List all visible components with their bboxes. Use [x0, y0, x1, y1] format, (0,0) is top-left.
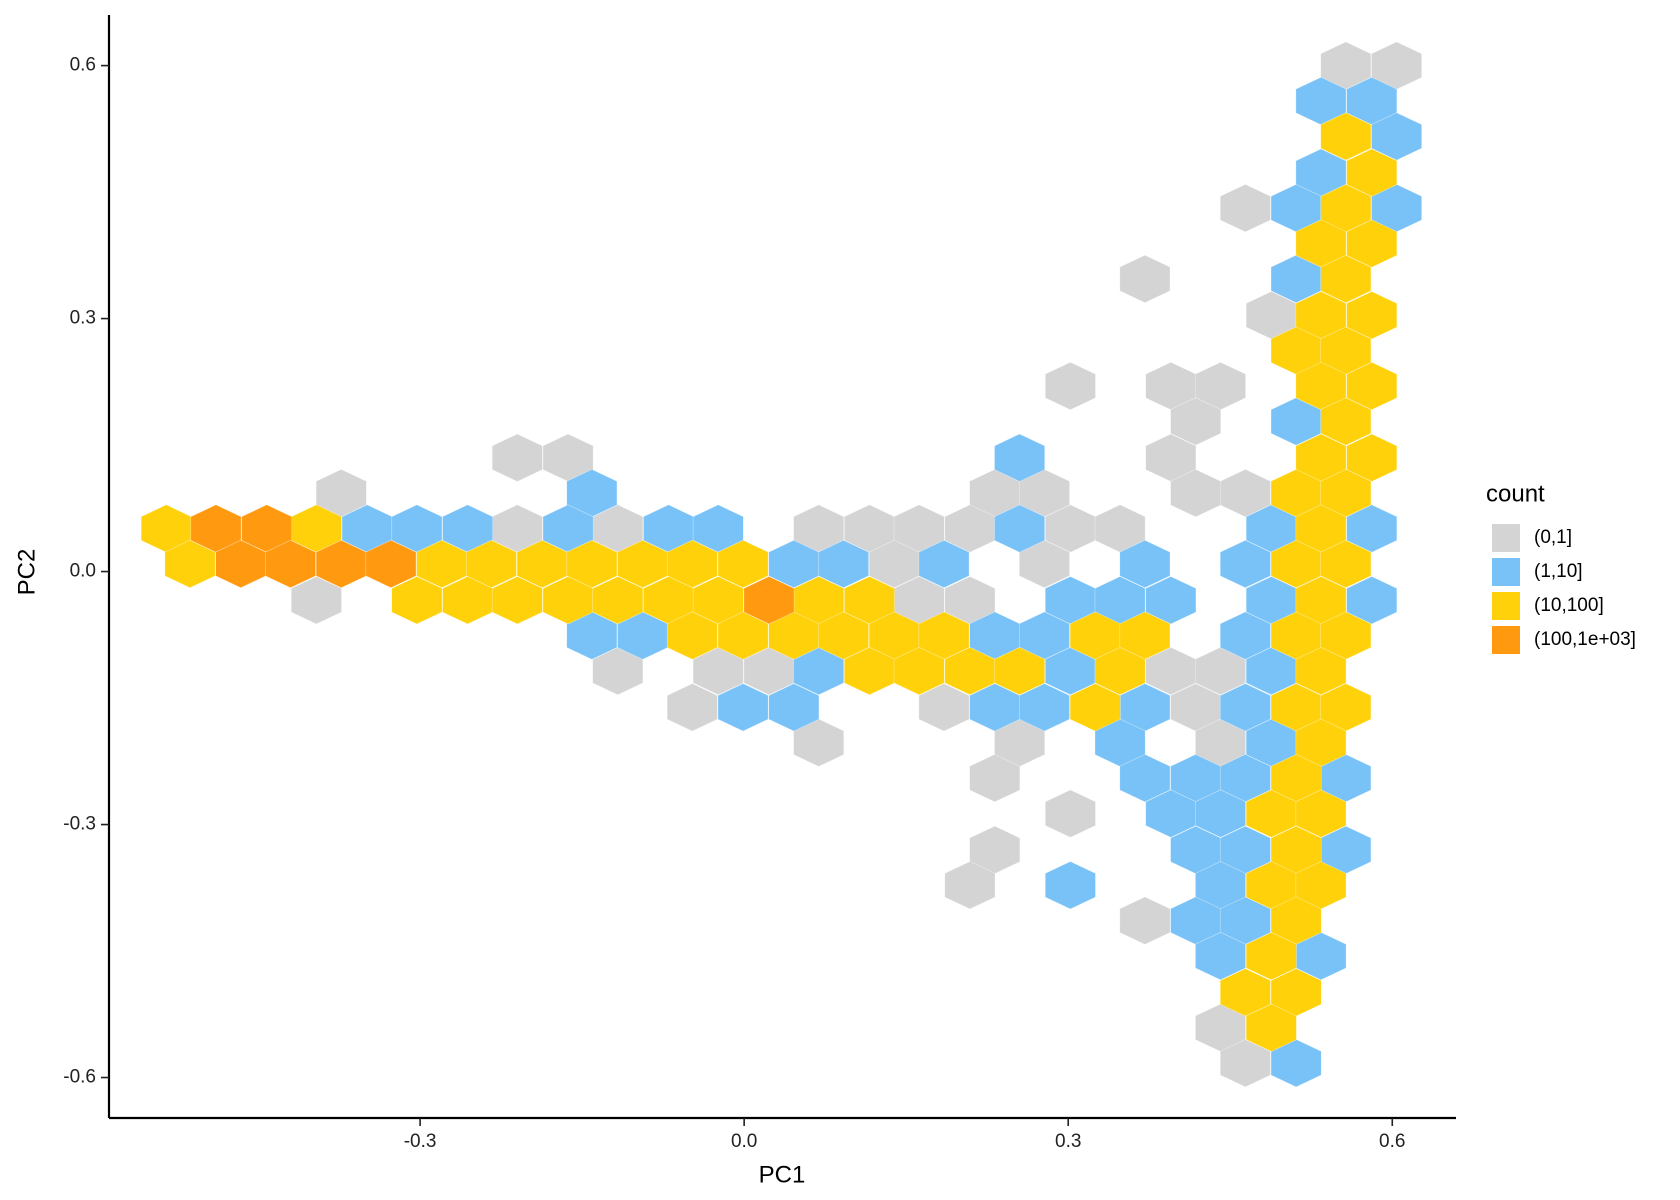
y-axis-title: PC2: [13, 549, 40, 596]
hex-bin: [1245, 931, 1297, 981]
legend-label: (0,1]: [1534, 527, 1572, 548]
hex-bin: [1346, 291, 1398, 340]
x-tick-label: 0.0: [731, 1131, 757, 1152]
legend-label: (1,10]: [1534, 561, 1583, 582]
legend-key: [1492, 592, 1520, 620]
hex-bin: [1295, 789, 1347, 838]
hex-bin: [1320, 397, 1372, 446]
hex-bin: [1320, 539, 1372, 589]
hex-bin: [1019, 683, 1070, 732]
hex-bin: [391, 576, 443, 625]
hex-bin: [1346, 219, 1398, 268]
hex-bin: [994, 504, 1046, 553]
hex-bin: [893, 646, 945, 696]
hex-bin: [717, 539, 769, 589]
hex-bin: [666, 683, 718, 732]
hex-bin: [944, 861, 996, 910]
hex-bin: [818, 539, 869, 589]
hex-bin: [1119, 754, 1171, 803]
hex-bin: [1044, 861, 1096, 910]
hex-bin: [1320, 112, 1372, 161]
hex-bin: [1219, 539, 1271, 589]
hex-bin: [1195, 789, 1246, 838]
hex-bin: [666, 611, 718, 660]
hex-bin: [768, 683, 820, 732]
hex-bin: [1195, 931, 1246, 981]
hex-bin: [717, 683, 769, 732]
hex-bin: [1371, 112, 1422, 161]
hex-bin: [1295, 646, 1347, 696]
x-tick-label: 0.3: [1055, 1131, 1081, 1152]
hex-bin: [1044, 789, 1096, 838]
x-tick-label: -0.3: [404, 1131, 437, 1152]
x-tick-label: 0.6: [1379, 1131, 1405, 1152]
hex-bin: [1346, 433, 1398, 482]
hex-bin: [1119, 896, 1171, 945]
hex-bin: [918, 539, 970, 589]
hex-bin: [290, 576, 342, 625]
hex-bin: [1219, 469, 1271, 518]
hex-bin: [265, 539, 316, 589]
hex-bin: [1145, 576, 1197, 625]
hex-bin: [592, 576, 644, 625]
hex-bin: [1346, 361, 1398, 411]
hex-bin: [491, 433, 543, 482]
legend-key: [1492, 626, 1520, 654]
hex-bin: [1119, 539, 1171, 589]
hex-bin: [1094, 646, 1146, 696]
y-tick-label: 0.6: [70, 55, 96, 76]
hex-bin: [1044, 361, 1096, 411]
y-tick-label: -0.3: [63, 814, 96, 835]
hex-bin: [1320, 254, 1372, 304]
hex-bin: [994, 433, 1046, 482]
hex-bin: [1219, 184, 1271, 233]
hex-bin: [1346, 148, 1398, 197]
hex-bin: [1119, 254, 1171, 304]
hex-bin: [1069, 683, 1121, 732]
hex-bin: [1219, 968, 1271, 1017]
y-tick-label: -0.6: [63, 1067, 96, 1088]
hex-bin: [1346, 576, 1398, 625]
hex-bin: [491, 576, 543, 625]
hex-bin: [1170, 397, 1222, 446]
hex-bin: [818, 611, 869, 660]
hex-bin: [1219, 611, 1271, 660]
hex-bin: [1245, 1003, 1297, 1052]
legend-label: (10,100]: [1534, 595, 1604, 616]
hex-bin: [743, 576, 795, 625]
y-tick-label: 0.3: [70, 308, 96, 329]
legend-key: [1492, 524, 1520, 552]
hex-bin: [994, 646, 1046, 696]
legend-key: [1492, 558, 1520, 586]
legend-title: count: [1486, 480, 1545, 507]
hex-bin: [365, 539, 417, 589]
legend-label: (100,1e+03]: [1534, 629, 1636, 650]
hex-bin: [918, 683, 970, 732]
x-axis-title: PC1: [759, 1161, 806, 1188]
hex-bin: [969, 754, 1021, 803]
y-tick-label: 0.0: [70, 561, 96, 582]
hex-bin: [1219, 683, 1271, 732]
hex-layer: [140, 41, 1422, 1088]
